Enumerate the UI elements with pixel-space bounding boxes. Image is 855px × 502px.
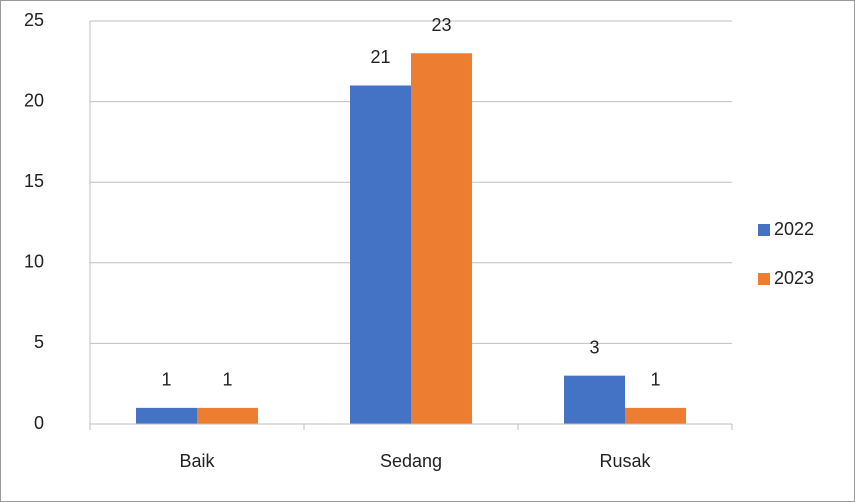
bar — [136, 407, 197, 424]
bar — [625, 407, 686, 424]
x-tick-label: Rusak — [599, 451, 651, 471]
y-tick-label: 10 — [24, 252, 44, 272]
y-tick-label: 15 — [24, 171, 44, 191]
data-label: 3 — [589, 337, 599, 357]
x-tick-label: Baik — [179, 451, 215, 471]
legend-swatch — [758, 224, 770, 236]
y-tick-label: 25 — [24, 10, 44, 30]
bar — [197, 407, 258, 424]
data-label: 1 — [650, 370, 660, 390]
legend-swatch — [758, 273, 770, 285]
bar — [411, 53, 472, 425]
bar — [350, 85, 411, 424]
data-label: 21 — [370, 47, 390, 67]
y-tick-label: 5 — [34, 332, 44, 352]
y-tick-label: 20 — [24, 90, 44, 110]
data-label: 23 — [431, 15, 451, 35]
bar — [564, 375, 625, 424]
data-label: 1 — [161, 370, 171, 390]
legend-label: 2022 — [774, 219, 814, 239]
y-tick-label: 0 — [34, 413, 44, 433]
legend-label: 2023 — [774, 268, 814, 288]
x-tick-label: Sedang — [380, 451, 442, 471]
data-label: 1 — [222, 370, 232, 390]
